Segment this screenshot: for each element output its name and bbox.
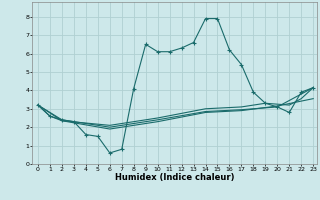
X-axis label: Humidex (Indice chaleur): Humidex (Indice chaleur) [115, 173, 234, 182]
